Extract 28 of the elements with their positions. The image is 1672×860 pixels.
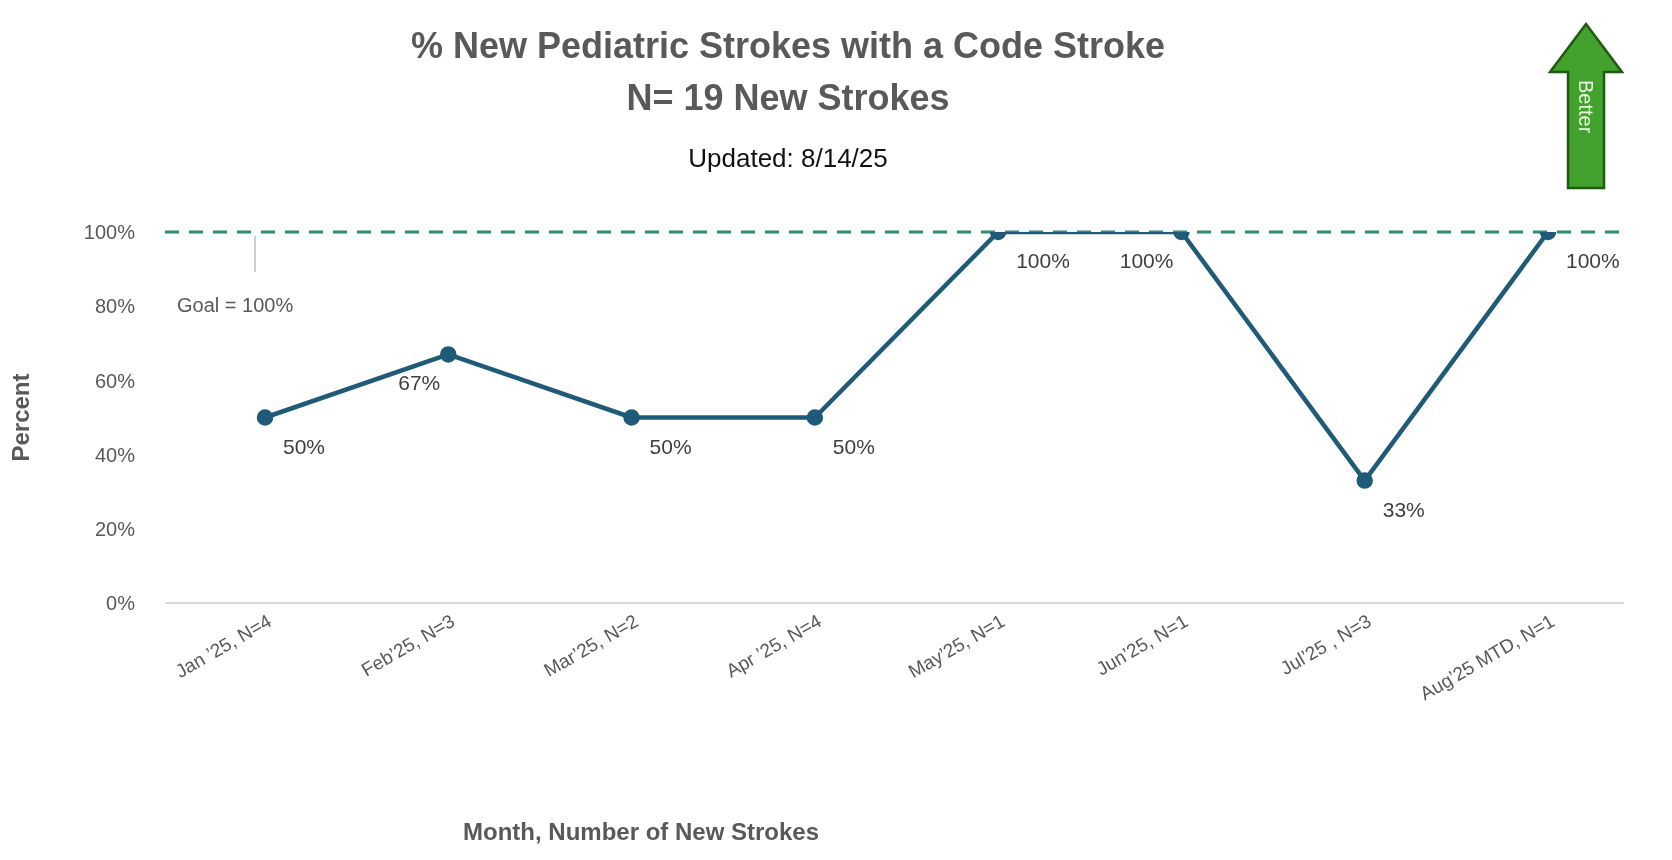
y-tick-label: 60% [94, 369, 136, 392]
x-axis-title: Month, Number of New Strokes [463, 818, 820, 846]
y-axis-title: Percent [6, 373, 34, 462]
y-tick-label: 100% [83, 221, 136, 244]
data-label: 67% [398, 371, 441, 395]
point [806, 409, 824, 426]
text: Updated: 8/14/25 [687, 143, 889, 174]
point [1356, 472, 1373, 489]
data-label: 33% [1382, 497, 1425, 521]
point [623, 409, 640, 426]
data-label: 50% [283, 434, 326, 458]
x-tick-label: Jan ’25, N=4 [171, 610, 276, 683]
data-label: 100% [1016, 249, 1070, 272]
data-label: 100% [1566, 249, 1620, 272]
ref-line-label: Goal = 100% [177, 294, 294, 316]
chart-title: % New Pediatric Strokes with a Code Stroke [409, 24, 1167, 68]
data-label: 100% [1119, 249, 1174, 272]
y-tick-label: 40% [94, 443, 136, 466]
y-tick-label: 20% [94, 517, 136, 540]
chart-subtitle: N= 19 New Strokes [625, 76, 951, 120]
y-tick-label: 80% [94, 295, 136, 318]
data-label: 50% [832, 434, 875, 458]
x-tick-label: Apr ’25, N=4 [722, 610, 826, 682]
point [256, 409, 274, 426]
point [440, 346, 457, 363]
y-tick-label: 0% [106, 592, 136, 615]
data-label: 50% [649, 434, 692, 458]
arrow-icon: Better [1546, 20, 1626, 192]
